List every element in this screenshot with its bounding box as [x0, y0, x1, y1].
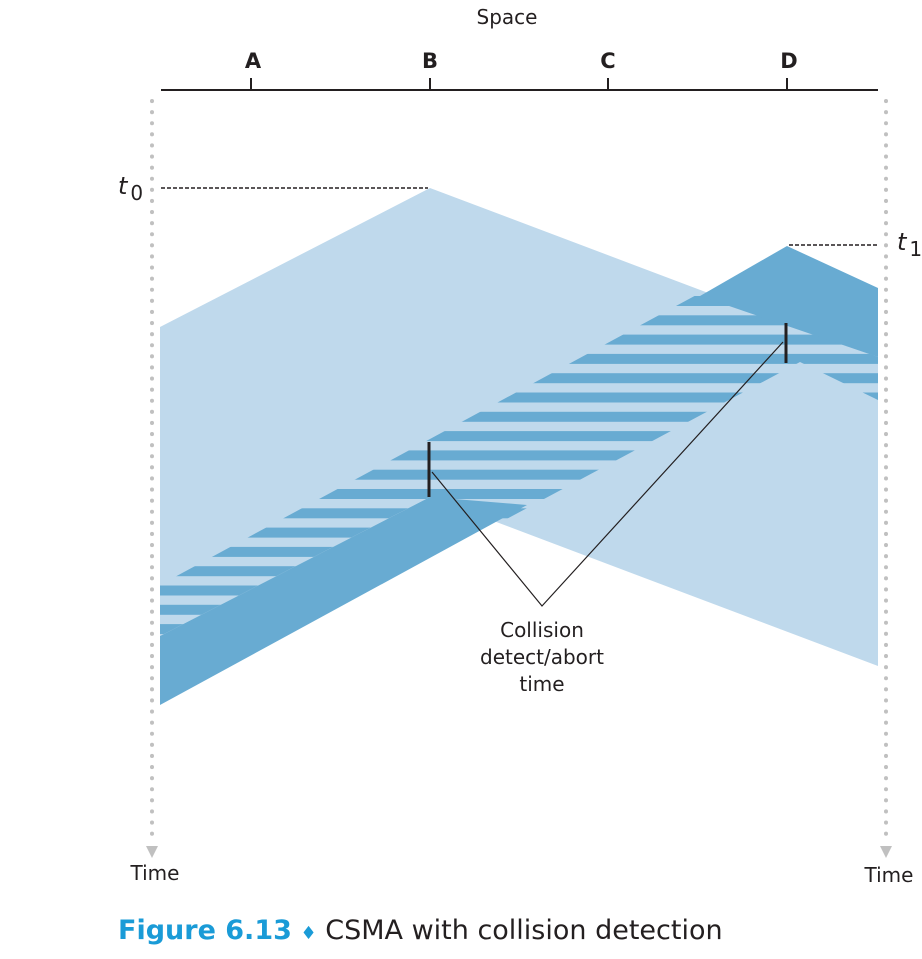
collision-stripe	[160, 411, 878, 422]
station-label-c: C	[600, 49, 615, 73]
station-label-d: D	[780, 49, 797, 73]
caption-text: CSMA with collision detection	[325, 915, 723, 946]
time-arrow-right-icon	[880, 846, 892, 858]
station-label-a: A	[245, 49, 262, 73]
figure-number: Figure 6.13	[118, 915, 292, 946]
collision-stripe	[160, 469, 878, 480]
space-label: Space	[477, 5, 538, 29]
time-label-right: Time	[864, 863, 914, 887]
collision-stripe	[160, 392, 878, 403]
station-d-signal-region	[700, 246, 878, 357]
caption-separator: ♦	[300, 923, 317, 944]
annotation-line-1: Collision	[500, 618, 584, 642]
station-b-signal-region	[160, 188, 878, 666]
collision-stripe	[160, 489, 878, 499]
time-label-left: Time	[130, 861, 180, 885]
collision-stripe	[160, 431, 878, 442]
annotation-line-3: time	[519, 672, 564, 696]
collision-stripe	[160, 450, 878, 461]
station-b-abort-region	[160, 497, 527, 705]
annotation-line-2: detect/abort	[480, 645, 604, 669]
annotation-leader	[431, 341, 784, 607]
time-arrow-left-icon	[146, 846, 158, 858]
station-label-b: B	[422, 49, 438, 73]
figure-caption: Figure 6.13 ♦ CSMA with collision detect…	[118, 915, 723, 946]
